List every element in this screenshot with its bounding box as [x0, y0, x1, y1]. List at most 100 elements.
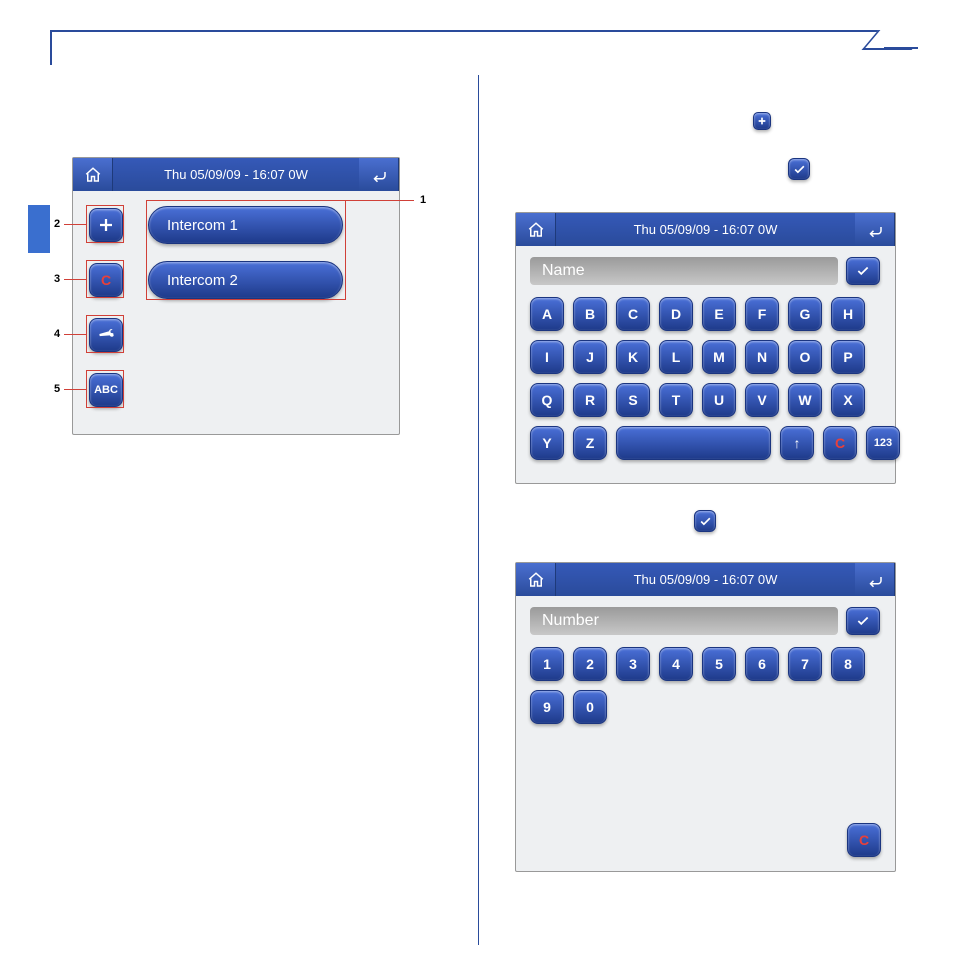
- number-input-label: Number: [542, 612, 599, 630]
- home-icon[interactable]: [516, 213, 556, 246]
- home-icon[interactable]: [516, 563, 556, 596]
- key-5[interactable]: 5: [702, 647, 736, 681]
- key-u[interactable]: U: [702, 383, 736, 417]
- key-label: 6: [758, 656, 766, 672]
- callout-4: 4: [54, 328, 60, 340]
- key-label: 5: [715, 656, 723, 672]
- key-label: V: [757, 392, 766, 408]
- key-a[interactable]: A: [530, 297, 564, 331]
- key-label: 7: [801, 656, 809, 672]
- key-k[interactable]: K: [616, 340, 650, 374]
- key-7[interactable]: 7: [788, 647, 822, 681]
- key-t[interactable]: T: [659, 383, 693, 417]
- page-frame-right: [884, 47, 918, 49]
- callout-line-2: [64, 224, 86, 225]
- clear-key[interactable]: C: [823, 426, 857, 460]
- key-label: W: [798, 392, 811, 408]
- confirm-number-button[interactable]: [846, 607, 880, 635]
- key-q[interactable]: Q: [530, 383, 564, 417]
- key-label: S: [628, 392, 637, 408]
- titlebar-text: Thu 05/09/09 - 16:07 0W: [556, 572, 855, 587]
- key-9[interactable]: 9: [530, 690, 564, 724]
- key-m[interactable]: M: [702, 340, 736, 374]
- key-j[interactable]: J: [573, 340, 607, 374]
- key-label: D: [671, 306, 681, 322]
- name-keyboard-panel: Thu 05/09/09 - 16:07 0W Name A B C D E F…: [515, 212, 896, 484]
- key-i[interactable]: I: [530, 340, 564, 374]
- key-label: K: [628, 349, 638, 365]
- key-1[interactable]: 1: [530, 647, 564, 681]
- key-d[interactable]: D: [659, 297, 693, 331]
- key-2[interactable]: 2: [573, 647, 607, 681]
- callout-box-2: [86, 205, 124, 243]
- shift-icon: ↑: [794, 435, 801, 451]
- key-label: C: [628, 306, 638, 322]
- key-label: P: [843, 349, 852, 365]
- key-p[interactable]: P: [831, 340, 865, 374]
- key-0[interactable]: 0: [573, 690, 607, 724]
- callout-2: 2: [54, 218, 60, 230]
- key-label: 2: [586, 656, 594, 672]
- titlebar: Thu 05/09/09 - 16:07 0W: [516, 213, 895, 246]
- key-o[interactable]: O: [788, 340, 822, 374]
- callout-box-4: [86, 315, 124, 353]
- key-label: 1: [543, 656, 551, 672]
- key-label: O: [800, 349, 811, 365]
- number-input[interactable]: Number: [530, 607, 838, 635]
- clear-number-button[interactable]: C: [847, 823, 881, 857]
- key-label: G: [800, 306, 811, 322]
- back-icon[interactable]: [855, 213, 895, 246]
- back-icon[interactable]: [359, 158, 399, 191]
- key-label: X: [843, 392, 852, 408]
- titlebar-text: Thu 05/09/09 - 16:07 0W: [556, 222, 855, 237]
- spacebar-button[interactable]: [616, 426, 771, 460]
- key-g[interactable]: G: [788, 297, 822, 331]
- key-z[interactable]: Z: [573, 426, 607, 460]
- key-n[interactable]: N: [745, 340, 779, 374]
- key-w[interactable]: W: [788, 383, 822, 417]
- key-v[interactable]: V: [745, 383, 779, 417]
- callout-box-5: [86, 370, 124, 408]
- callout-line-1: [346, 200, 414, 201]
- key-3[interactable]: 3: [616, 647, 650, 681]
- back-icon[interactable]: [855, 563, 895, 596]
- keyboard-rows: A B C D E F G H I J K L M N O P Q R S T …: [530, 297, 900, 469]
- confirm-name-button[interactable]: [846, 257, 880, 285]
- home-icon[interactable]: [73, 158, 113, 191]
- titlebar: Thu 05/09/09 - 16:07 0W: [516, 563, 895, 596]
- key-label: 123: [874, 437, 892, 449]
- key-label: R: [585, 392, 595, 408]
- key-b[interactable]: B: [573, 297, 607, 331]
- key-l[interactable]: L: [659, 340, 693, 374]
- key-8[interactable]: 8: [831, 647, 865, 681]
- name-input[interactable]: Name: [530, 257, 838, 285]
- callout-line-4: [64, 334, 86, 335]
- floating-plus-icon[interactable]: [753, 112, 771, 130]
- key-c[interactable]: C: [616, 297, 650, 331]
- key-6[interactable]: 6: [745, 647, 779, 681]
- key-x[interactable]: X: [831, 383, 865, 417]
- key-e[interactable]: E: [702, 297, 736, 331]
- titlebar-text: Thu 05/09/09 - 16:07 0W: [113, 167, 359, 182]
- key-label: 0: [586, 699, 594, 715]
- key-label: H: [843, 306, 853, 322]
- callout-1: 1: [420, 194, 426, 206]
- key-h[interactable]: H: [831, 297, 865, 331]
- key-y[interactable]: Y: [530, 426, 564, 460]
- key-label: Z: [586, 435, 595, 451]
- key-label: U: [714, 392, 724, 408]
- mode-123-button[interactable]: 123: [866, 426, 900, 460]
- key-label: 8: [844, 656, 852, 672]
- key-label: 4: [672, 656, 680, 672]
- callout-3: 3: [54, 273, 60, 285]
- key-4[interactable]: 4: [659, 647, 693, 681]
- key-f[interactable]: F: [745, 297, 779, 331]
- key-s[interactable]: S: [616, 383, 650, 417]
- key-label: Y: [542, 435, 551, 451]
- key-label: 9: [543, 699, 551, 715]
- key-r[interactable]: R: [573, 383, 607, 417]
- floating-check-icon[interactable]: [788, 158, 810, 180]
- number-keyboard-panel: Thu 05/09/09 - 16:07 0W Number 1 2 3 4 5…: [515, 562, 896, 872]
- floating-check-icon-2[interactable]: [694, 510, 716, 532]
- shift-button[interactable]: ↑: [780, 426, 814, 460]
